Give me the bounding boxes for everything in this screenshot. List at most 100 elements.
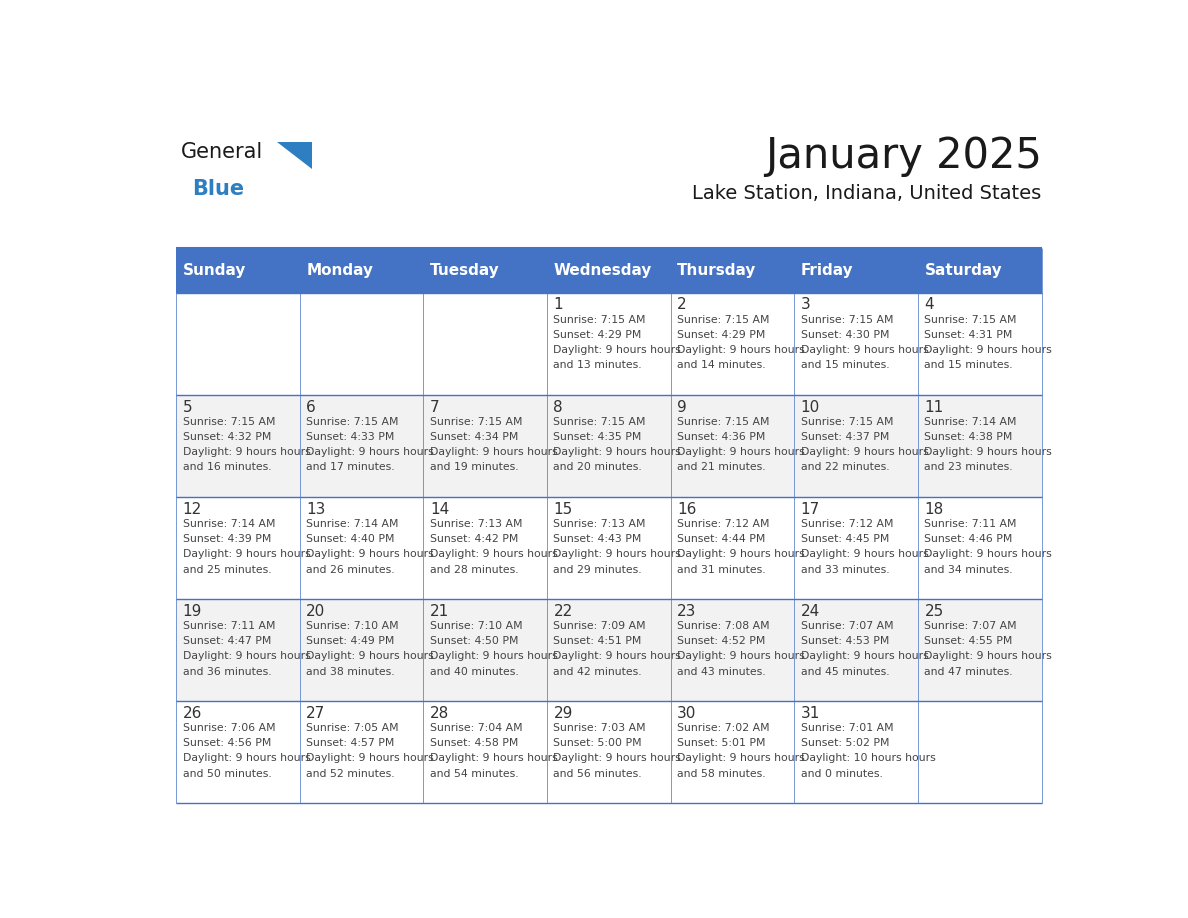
Text: Sunrise: 7:15 AM: Sunrise: 7:15 AM <box>307 417 399 427</box>
Bar <box>918 599 1042 700</box>
Bar <box>795 395 918 497</box>
Bar <box>423 395 546 497</box>
Text: Sunrise: 7:11 AM: Sunrise: 7:11 AM <box>924 520 1017 530</box>
Bar <box>176 293 299 395</box>
Text: Daylight: 9 hours hours: Daylight: 9 hours hours <box>924 447 1053 457</box>
Text: Daylight: 9 hours hours: Daylight: 9 hours hours <box>554 345 681 355</box>
Text: 4: 4 <box>924 297 934 312</box>
Text: Sunrise: 7:10 AM: Sunrise: 7:10 AM <box>307 621 399 632</box>
Text: and 29 minutes.: and 29 minutes. <box>554 565 642 575</box>
Text: Sunrise: 7:15 AM: Sunrise: 7:15 AM <box>677 315 770 325</box>
Text: Lake Station, Indiana, United States: Lake Station, Indiana, United States <box>693 185 1042 204</box>
Bar <box>671 599 795 700</box>
Text: Daylight: 9 hours hours: Daylight: 9 hours hours <box>801 447 929 457</box>
Text: Daylight: 9 hours hours: Daylight: 9 hours hours <box>554 651 681 661</box>
Text: Saturday: Saturday <box>924 263 1003 278</box>
Text: Sunset: 4:31 PM: Sunset: 4:31 PM <box>924 330 1012 340</box>
Text: Sunset: 4:55 PM: Sunset: 4:55 PM <box>924 636 1012 646</box>
Text: and 13 minutes.: and 13 minutes. <box>554 361 642 370</box>
Text: and 52 minutes.: and 52 minutes. <box>307 768 394 778</box>
Bar <box>795 700 918 803</box>
Bar <box>299 497 423 599</box>
Text: Sunset: 4:30 PM: Sunset: 4:30 PM <box>801 330 890 340</box>
Text: Daylight: 9 hours hours: Daylight: 9 hours hours <box>677 753 804 763</box>
Text: Sunset: 4:36 PM: Sunset: 4:36 PM <box>677 432 765 442</box>
Bar <box>671 497 795 599</box>
Text: 24: 24 <box>801 604 820 619</box>
Bar <box>299 248 423 293</box>
Text: Sunset: 4:57 PM: Sunset: 4:57 PM <box>307 738 394 748</box>
Bar <box>299 293 423 395</box>
Text: Sunrise: 7:14 AM: Sunrise: 7:14 AM <box>183 520 276 530</box>
Text: Daylight: 9 hours hours: Daylight: 9 hours hours <box>924 651 1053 661</box>
Text: Sunset: 4:34 PM: Sunset: 4:34 PM <box>430 432 518 442</box>
Text: Daylight: 9 hours hours: Daylight: 9 hours hours <box>307 549 434 559</box>
Text: 30: 30 <box>677 706 696 721</box>
Text: Sunrise: 7:11 AM: Sunrise: 7:11 AM <box>183 621 276 632</box>
Text: 23: 23 <box>677 604 696 619</box>
Bar <box>423 599 546 700</box>
Text: Sunrise: 7:09 AM: Sunrise: 7:09 AM <box>554 621 646 632</box>
Bar <box>546 700 671 803</box>
Text: Daylight: 9 hours hours: Daylight: 9 hours hours <box>801 549 929 559</box>
Text: 25: 25 <box>924 604 943 619</box>
Text: Sunset: 4:52 PM: Sunset: 4:52 PM <box>677 636 765 646</box>
Text: Sunset: 4:29 PM: Sunset: 4:29 PM <box>677 330 765 340</box>
Bar <box>918 497 1042 599</box>
Text: Sunrise: 7:15 AM: Sunrise: 7:15 AM <box>554 417 646 427</box>
Text: Sunset: 4:33 PM: Sunset: 4:33 PM <box>307 432 394 442</box>
Text: Sunrise: 7:07 AM: Sunrise: 7:07 AM <box>924 621 1017 632</box>
Text: Sunrise: 7:07 AM: Sunrise: 7:07 AM <box>801 621 893 632</box>
Bar <box>299 599 423 700</box>
Text: and 33 minutes.: and 33 minutes. <box>801 565 890 575</box>
Text: 21: 21 <box>430 604 449 619</box>
Text: 3: 3 <box>801 297 810 312</box>
Text: Sunrise: 7:13 AM: Sunrise: 7:13 AM <box>430 520 523 530</box>
Text: 11: 11 <box>924 399 943 415</box>
Text: and 25 minutes.: and 25 minutes. <box>183 565 271 575</box>
Text: Sunrise: 7:14 AM: Sunrise: 7:14 AM <box>924 417 1017 427</box>
Text: and 19 minutes.: and 19 minutes. <box>430 463 518 473</box>
Text: Sunrise: 7:01 AM: Sunrise: 7:01 AM <box>801 723 893 733</box>
Text: Sunrise: 7:03 AM: Sunrise: 7:03 AM <box>554 723 646 733</box>
Text: Daylight: 10 hours hours: Daylight: 10 hours hours <box>801 753 935 763</box>
Text: Monday: Monday <box>307 263 373 278</box>
Text: Sunrise: 7:15 AM: Sunrise: 7:15 AM <box>677 417 770 427</box>
Text: Sunset: 4:37 PM: Sunset: 4:37 PM <box>801 432 889 442</box>
Text: 7: 7 <box>430 399 440 415</box>
Text: and 15 minutes.: and 15 minutes. <box>924 361 1013 370</box>
Text: Sunrise: 7:04 AM: Sunrise: 7:04 AM <box>430 723 523 733</box>
Text: Sunset: 4:58 PM: Sunset: 4:58 PM <box>430 738 518 748</box>
Text: Daylight: 9 hours hours: Daylight: 9 hours hours <box>801 651 929 661</box>
Bar <box>176 599 299 700</box>
Text: Daylight: 9 hours hours: Daylight: 9 hours hours <box>677 447 804 457</box>
Text: 12: 12 <box>183 501 202 517</box>
Text: and 15 minutes.: and 15 minutes. <box>801 361 890 370</box>
Text: Daylight: 9 hours hours: Daylight: 9 hours hours <box>554 753 681 763</box>
Text: 1: 1 <box>554 297 563 312</box>
Text: Daylight: 9 hours hours: Daylight: 9 hours hours <box>554 447 681 457</box>
Text: and 40 minutes.: and 40 minutes. <box>430 666 519 677</box>
Text: Sunset: 5:01 PM: Sunset: 5:01 PM <box>677 738 765 748</box>
Text: Sunrise: 7:06 AM: Sunrise: 7:06 AM <box>183 723 276 733</box>
Text: and 45 minutes.: and 45 minutes. <box>801 666 890 677</box>
Text: Sunset: 5:02 PM: Sunset: 5:02 PM <box>801 738 890 748</box>
Text: and 50 minutes.: and 50 minutes. <box>183 768 271 778</box>
Text: January 2025: January 2025 <box>765 135 1042 177</box>
Text: 20: 20 <box>307 604 326 619</box>
Text: Daylight: 9 hours hours: Daylight: 9 hours hours <box>677 549 804 559</box>
Text: Sunset: 4:42 PM: Sunset: 4:42 PM <box>430 534 518 544</box>
Text: Daylight: 9 hours hours: Daylight: 9 hours hours <box>924 549 1053 559</box>
Text: Sunrise: 7:15 AM: Sunrise: 7:15 AM <box>554 315 646 325</box>
Text: Sunrise: 7:15 AM: Sunrise: 7:15 AM <box>430 417 523 427</box>
Text: Sunset: 4:50 PM: Sunset: 4:50 PM <box>430 636 518 646</box>
Text: Sunset: 4:39 PM: Sunset: 4:39 PM <box>183 534 271 544</box>
Bar <box>671 248 795 293</box>
Text: 27: 27 <box>307 706 326 721</box>
Bar <box>299 700 423 803</box>
Bar <box>176 700 299 803</box>
Text: and 22 minutes.: and 22 minutes. <box>801 463 890 473</box>
Text: Daylight: 9 hours hours: Daylight: 9 hours hours <box>801 345 929 355</box>
Text: Daylight: 9 hours hours: Daylight: 9 hours hours <box>430 447 557 457</box>
Text: Sunrise: 7:05 AM: Sunrise: 7:05 AM <box>307 723 399 733</box>
